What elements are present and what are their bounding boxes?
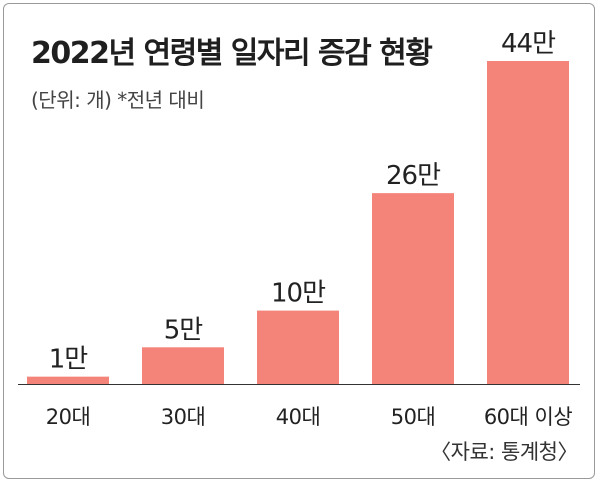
- category-label-3: 50대: [391, 405, 436, 429]
- bar-4: [487, 61, 569, 384]
- bar-2: [257, 310, 339, 384]
- category-label-1: 30대: [161, 405, 206, 429]
- bar-0: [27, 376, 109, 384]
- category-label-2: 40대: [276, 405, 321, 429]
- bar-3: [372, 193, 454, 384]
- category-label-4: 60대 이상: [484, 405, 573, 429]
- data-label-4: 44만: [501, 29, 555, 59]
- bar-chart: 1만 20대 5만 30대 10만 40대 26만 50대 44만 60대 이상: [18, 29, 580, 429]
- chart-frame: 2022년 연령별 일자리 증감 현황 (단위: 개) *전년 대비 1만 20대…: [3, 3, 595, 479]
- data-label-0: 1만: [49, 345, 88, 375]
- chart-title: 2022년 연령별 일자리 증감 현황: [31, 36, 433, 71]
- data-label-1: 5만: [164, 315, 203, 345]
- source-note: 〈자료: 통계청〉: [430, 440, 578, 464]
- bar-1: [142, 347, 224, 384]
- chart-subtitle: (단위: 개) *전년 대비: [31, 88, 205, 112]
- data-label-3: 26만: [386, 161, 440, 191]
- category-label-0: 20대: [46, 405, 91, 429]
- data-label-2: 10만: [271, 279, 325, 309]
